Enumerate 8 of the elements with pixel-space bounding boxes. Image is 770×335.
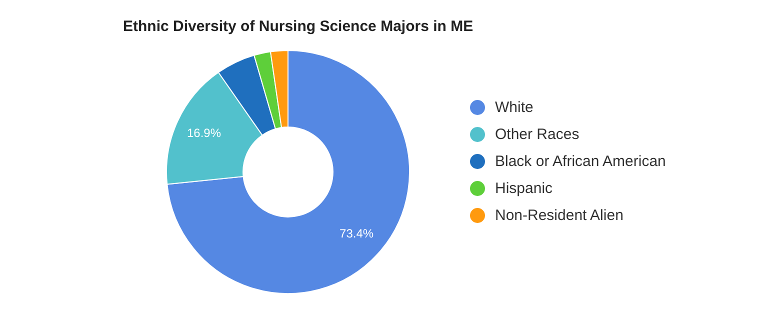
legend-label: Other Races [495,125,580,145]
legend-label: Hispanic [495,179,553,199]
legend-label: Non-Resident Alien [495,206,624,226]
data-label: 16.9% [187,126,222,140]
chart-title: Ethnic Diversity of Nursing Science Majors in ME [123,18,474,35]
legend-label: White [495,98,534,118]
data-label: 73.4% [340,226,374,240]
legend-label: Black or African American [495,152,666,172]
